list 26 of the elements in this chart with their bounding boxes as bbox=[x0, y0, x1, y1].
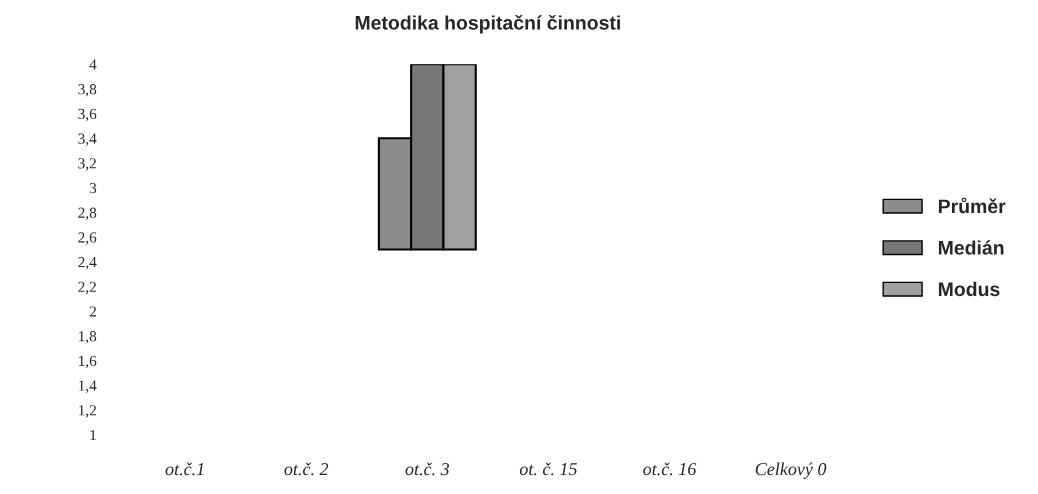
legend-label: Medián bbox=[938, 240, 1004, 255]
x-tick-label: ot.č. 3 bbox=[405, 462, 449, 476]
y-tick-label: 3,6 bbox=[78, 108, 97, 122]
y-tick-label: 1,8 bbox=[79, 331, 97, 344]
y-tick-label: 3 bbox=[89, 182, 97, 194]
y-tick-label: 3,2 bbox=[78, 158, 96, 171]
legend-label: Průměr bbox=[938, 197, 1006, 214]
y-tick-label: 2,6 bbox=[78, 232, 97, 245]
y-tick-label: 2,2 bbox=[78, 281, 96, 295]
y-tick-label: 2 bbox=[89, 306, 96, 317]
chart-title: Metodika hospitační činnosti bbox=[355, 14, 620, 34]
x-tick-label: ot.č.1 bbox=[165, 462, 204, 476]
y-tick-label: 1,6 bbox=[79, 355, 97, 369]
y-tick-label: 3,4 bbox=[78, 133, 97, 146]
y-tick-label: 1,4 bbox=[79, 380, 97, 393]
y-tick-label: 4 bbox=[89, 59, 97, 70]
y-tick-label: 1 bbox=[90, 429, 96, 441]
x-tick-label: ot.č. 16 bbox=[643, 462, 697, 476]
x-tick-label: Celkový 0 bbox=[755, 462, 827, 479]
y-tick-label: 1,2 bbox=[79, 405, 96, 418]
legend-label: Modus bbox=[938, 281, 1000, 297]
x-tick-label: ot. č. 15 bbox=[519, 462, 577, 476]
y-tick-label: 3,8 bbox=[78, 84, 97, 97]
x-tick-label: ot.č. 2 bbox=[284, 462, 329, 476]
y-tick-label: 2,4 bbox=[78, 257, 97, 270]
y-tick-label: 2,8 bbox=[78, 207, 97, 221]
